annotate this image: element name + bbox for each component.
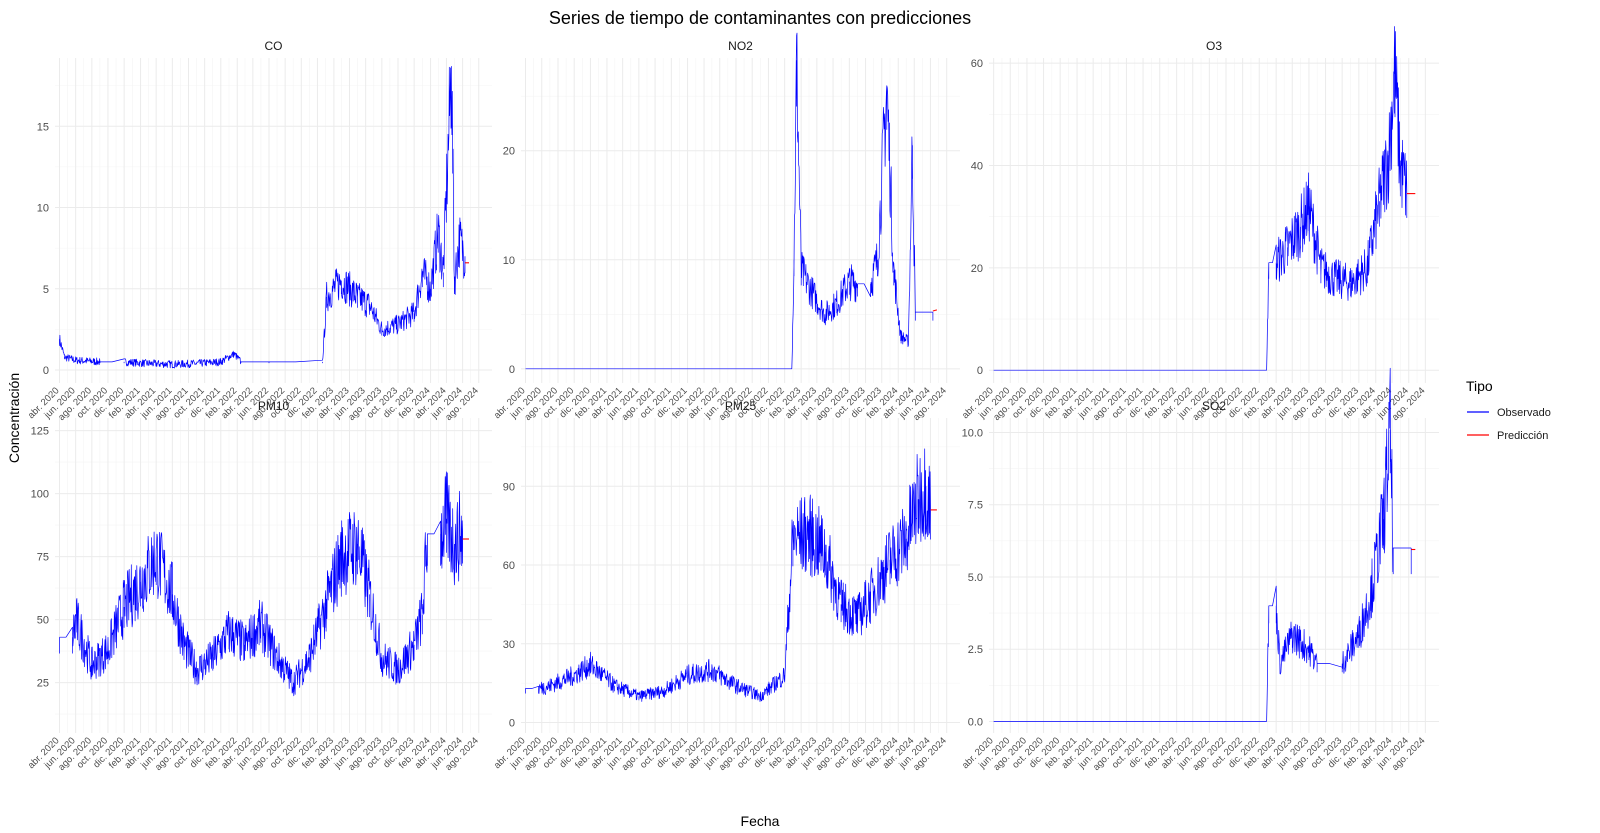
y-tick-label: 60 bbox=[503, 560, 515, 572]
y-tick-label: 20 bbox=[503, 146, 515, 158]
y-tick-label: 10.0 bbox=[962, 427, 983, 439]
series-line-observado bbox=[59, 471, 463, 697]
legend-label-prediccion: Predicción bbox=[1497, 430, 1548, 442]
y-tick-label: 20 bbox=[971, 263, 983, 275]
facet-strip-label: NO2 bbox=[728, 39, 753, 53]
y-tick-label: 2.5 bbox=[968, 644, 983, 656]
y-tick-label: 125 bbox=[31, 426, 49, 438]
y-tick-label: 100 bbox=[31, 489, 49, 501]
y-tick-label: 10 bbox=[37, 203, 49, 215]
legend: Tipo Observado Predicción bbox=[1466, 378, 1551, 442]
series-line-observado bbox=[525, 32, 934, 370]
legend-label-observado: Observado bbox=[1497, 407, 1551, 419]
y-tick-label: 30 bbox=[503, 639, 515, 651]
y-tick-label: 25 bbox=[37, 678, 49, 690]
y-tick-label: 40 bbox=[971, 160, 983, 172]
facet-strip-label: PM25 bbox=[725, 399, 757, 413]
y-tick-label: 0 bbox=[43, 365, 49, 377]
y-tick-label: 0.0 bbox=[968, 716, 983, 728]
y-tick-label: 0 bbox=[977, 365, 983, 377]
series-line-observado bbox=[993, 26, 1408, 371]
series-line-observado bbox=[525, 448, 931, 702]
y-tick-label: 10 bbox=[503, 255, 515, 267]
y-tick-label: 50 bbox=[37, 615, 49, 627]
facet-strip-label: SO2 bbox=[1202, 399, 1226, 413]
chart-title: Series de tiempo de contaminantes con pr… bbox=[549, 8, 971, 28]
y-tick-label: 75 bbox=[37, 552, 49, 564]
series-line-observado bbox=[59, 66, 466, 369]
y-axis-title: Concentración bbox=[6, 373, 22, 463]
facet-strip-label: PM10 bbox=[258, 399, 290, 413]
y-tick-label: 15 bbox=[37, 121, 49, 133]
y-tick-label: 90 bbox=[503, 481, 515, 493]
y-tick-label: 0 bbox=[509, 364, 515, 376]
series-line-prediccion bbox=[932, 309, 938, 312]
y-tick-label: 60 bbox=[971, 58, 983, 70]
legend-title: Tipo bbox=[1466, 378, 1493, 394]
facet-strip-label: O3 bbox=[1206, 39, 1222, 53]
y-tick-label: 7.5 bbox=[968, 500, 983, 512]
series-line-observado bbox=[993, 367, 1412, 722]
x-axis-title: Fecha bbox=[741, 813, 780, 829]
y-tick-label: 5 bbox=[43, 284, 49, 296]
y-tick-label: 0 bbox=[509, 718, 515, 730]
y-tick-label: 5.0 bbox=[968, 572, 983, 584]
facet-strip-label: CO bbox=[265, 39, 283, 53]
